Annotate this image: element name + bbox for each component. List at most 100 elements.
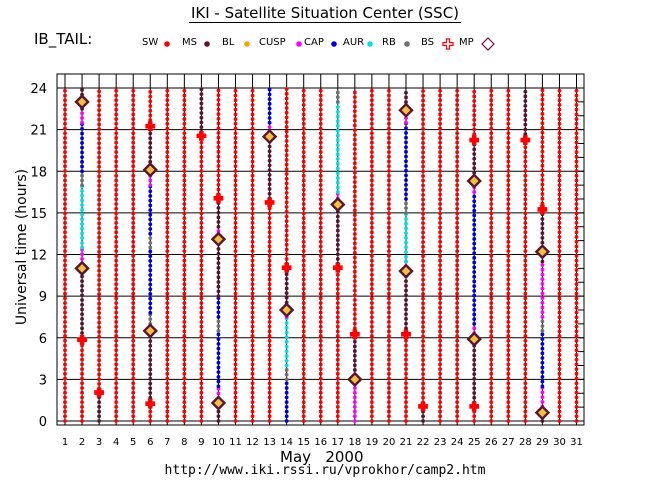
region-point-sw xyxy=(404,419,408,423)
region-point-sw xyxy=(131,164,136,169)
region-point-cap xyxy=(148,194,153,198)
region-point-ms xyxy=(267,191,272,196)
region-point-sw xyxy=(267,249,272,254)
region-point-sw xyxy=(199,367,204,372)
region-point-sw xyxy=(63,169,67,173)
region-point-sw xyxy=(557,159,562,164)
region-point-sw xyxy=(438,291,442,296)
region-point-sw xyxy=(352,180,357,184)
region-point-sw xyxy=(97,306,101,311)
region-point-sw xyxy=(267,362,272,367)
region-point-sw xyxy=(301,414,306,419)
region-point-sw xyxy=(352,236,357,241)
region-point-sw xyxy=(489,343,494,348)
region-point-sw xyxy=(233,258,238,263)
region-point-sw xyxy=(301,362,306,367)
region-point-sw xyxy=(523,164,528,169)
region-point-ms xyxy=(216,224,221,229)
region-point-sw xyxy=(540,173,545,178)
region-point-sw xyxy=(114,107,119,112)
region-point-sw xyxy=(489,206,494,211)
region-point-sw xyxy=(267,320,272,324)
region-point-sw xyxy=(557,263,562,268)
region-point-sw xyxy=(301,197,306,202)
region-point-ms xyxy=(352,363,357,368)
region-point-aur xyxy=(335,109,340,114)
region-point-ms xyxy=(216,215,221,220)
region-point-sw xyxy=(455,244,460,249)
region-point-sw xyxy=(421,258,425,263)
region-point-sw xyxy=(335,409,340,414)
region-point-sw xyxy=(284,228,289,233)
region-point-ms xyxy=(216,414,221,419)
region-point-sw xyxy=(540,102,545,107)
region-point-sw xyxy=(438,197,442,202)
region-point-sw xyxy=(574,197,579,202)
region-point-sw xyxy=(489,263,494,268)
region-point-sw xyxy=(540,187,545,192)
region-point-sw xyxy=(421,348,425,353)
region-point-sw xyxy=(233,362,238,367)
region-point-sw xyxy=(438,268,442,272)
region-point-sw xyxy=(523,272,528,277)
region-point-sw xyxy=(301,320,306,324)
region-point-sw xyxy=(165,277,170,282)
region-point-sw xyxy=(421,150,425,155)
region-point-sw xyxy=(301,126,306,131)
region-point-sw xyxy=(114,263,119,268)
region-point-sw xyxy=(199,178,204,183)
region-point-sw xyxy=(421,358,425,362)
region-point-sw xyxy=(438,334,442,338)
region-point-ms xyxy=(335,252,340,257)
region-point-cap xyxy=(148,310,153,315)
region-point-cusp xyxy=(216,391,221,396)
region-point-sw xyxy=(438,121,442,126)
bs-crossing-marker xyxy=(145,398,156,409)
region-point-ms xyxy=(199,96,204,101)
region-point-sw xyxy=(387,230,391,235)
region-point-sw xyxy=(523,258,528,263)
region-point-sw xyxy=(97,315,101,320)
region-point-sw xyxy=(114,178,119,183)
region-point-sw xyxy=(63,192,67,197)
region-point-sw xyxy=(199,291,204,296)
region-point-sw xyxy=(267,305,272,310)
region-point-aur xyxy=(335,166,340,171)
region-point-sw xyxy=(540,201,545,206)
region-point-sw xyxy=(114,338,119,343)
region-point-ms xyxy=(352,349,357,353)
region-point-sw xyxy=(199,409,204,414)
region-point-sw xyxy=(131,263,136,268)
region-point-sw xyxy=(574,376,579,381)
region-point-sw xyxy=(233,371,238,376)
region-point-sw xyxy=(301,88,306,93)
region-point-sw xyxy=(574,98,579,103)
region-point-sw xyxy=(233,357,238,362)
region-point-sw xyxy=(489,253,494,258)
region-point-sw xyxy=(284,238,289,242)
region-point-sw xyxy=(318,206,323,211)
region-point-sw xyxy=(438,414,442,419)
region-point-aur xyxy=(80,240,84,245)
region-point-sw xyxy=(182,282,187,287)
region-point-sw xyxy=(352,161,357,166)
region-point-sw xyxy=(438,329,442,334)
region-point-sw xyxy=(131,249,136,254)
region-point-sw xyxy=(489,390,494,395)
region-point-sw xyxy=(352,189,357,194)
region-point-sw xyxy=(318,202,323,206)
region-point-sw xyxy=(80,376,84,381)
region-point-sw xyxy=(318,310,323,315)
legend-marker-bl-icon xyxy=(244,41,250,47)
legend-label-ms: MS xyxy=(182,37,197,48)
region-point-sw xyxy=(489,211,494,216)
region-point-sw xyxy=(63,164,67,169)
region-point-sw xyxy=(352,142,357,147)
region-point-sw xyxy=(114,376,119,381)
region-point-sw xyxy=(284,257,289,261)
region-point-cap xyxy=(404,164,408,168)
region-point-sw xyxy=(199,159,204,164)
region-point-ms xyxy=(472,161,477,166)
region-point-sw xyxy=(574,235,579,239)
region-point-sw xyxy=(165,216,170,221)
